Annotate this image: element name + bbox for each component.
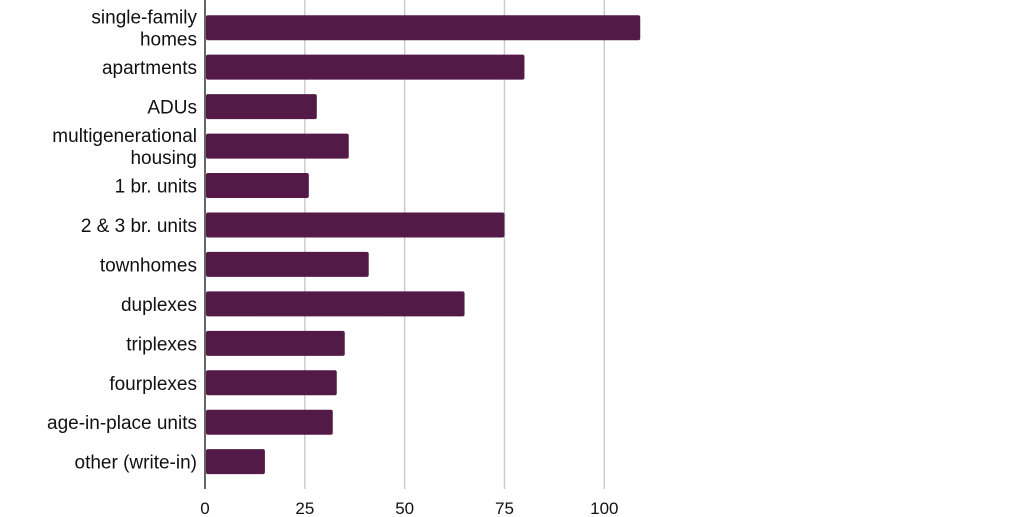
x-tick-label: 50	[395, 499, 414, 517]
gridlines	[304, 0, 606, 489]
category-label: age-in-place units	[47, 413, 197, 434]
category-label: triplexes	[126, 334, 197, 355]
bar	[206, 173, 309, 199]
category-label: ADUs	[147, 98, 197, 119]
bar	[206, 409, 333, 435]
x-tick-label: 0	[200, 499, 209, 517]
bar	[206, 449, 265, 475]
x-tick-label: 75	[495, 499, 514, 517]
bar	[206, 370, 337, 396]
bar	[206, 133, 349, 159]
category-label: apartments	[102, 58, 197, 79]
bar	[206, 54, 525, 80]
category-label: homes	[140, 30, 197, 51]
x-tick-labels: 0 25 50 75 100	[200, 499, 618, 517]
bar	[206, 212, 505, 238]
bar	[206, 94, 317, 120]
bar	[206, 330, 345, 356]
bar	[206, 291, 465, 317]
bar	[206, 251, 369, 277]
category-label: fourplexes	[109, 374, 197, 395]
category-label: housing	[130, 148, 197, 169]
bar	[206, 15, 641, 41]
category-label: duplexes	[121, 295, 197, 316]
x-tick-label: 100	[590, 499, 618, 517]
category-label: single-family	[91, 8, 197, 29]
category-label: multigenerational	[52, 126, 197, 147]
category-label: other (write-in)	[75, 453, 197, 474]
category-label: townhomes	[100, 255, 197, 276]
category-label: 2 & 3 br. units	[81, 216, 197, 237]
category-label: 1 br. units	[115, 177, 197, 198]
x-tick-label: 25	[295, 499, 314, 517]
bars	[206, 15, 641, 475]
